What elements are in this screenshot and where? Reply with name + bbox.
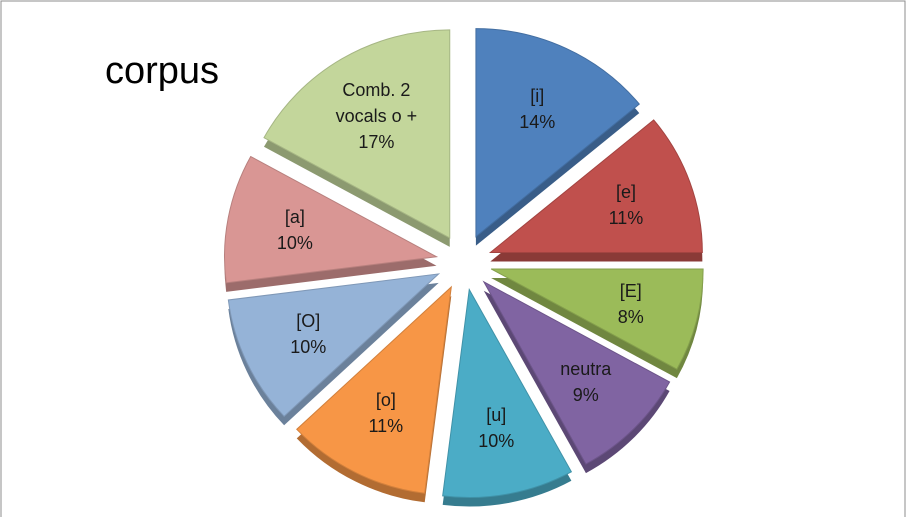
slice-label: [a] 10% <box>235 204 355 256</box>
slice-label: neutra 9% <box>526 356 646 408</box>
slice <box>296 285 452 494</box>
slice <box>490 268 704 370</box>
value-label: 17% <box>358 132 395 153</box>
value-label: 11% <box>608 207 644 228</box>
slice <box>482 280 671 465</box>
value-label: 14% <box>519 111 556 132</box>
slice-label: [o] 11% <box>326 387 446 439</box>
category-label: neutra <box>560 358 612 379</box>
value-label: 10% <box>478 431 515 452</box>
slice-label: [O] 10% <box>248 308 368 360</box>
slice-label: Comb. 2 vocals o + 17% <box>316 77 436 155</box>
slice-label: [e] 11% <box>566 179 686 231</box>
slice-label: [u] 10% <box>436 402 556 454</box>
chart-title: corpus <box>105 50 220 92</box>
slice <box>488 119 703 254</box>
category-label: [a] <box>284 207 305 228</box>
slice <box>227 273 441 418</box>
category-label: [i] <box>530 85 545 106</box>
slice <box>442 287 573 498</box>
category-label: [u] <box>486 405 507 426</box>
category-label: [e] <box>615 181 636 202</box>
category-label: [o] <box>375 389 396 410</box>
value-label: 11% <box>368 415 404 436</box>
category-label: Comb. 2 vocals o + <box>335 80 418 127</box>
slice <box>224 155 439 284</box>
category-label: [O] <box>296 311 321 332</box>
slice-label: [i] 14% <box>477 83 597 135</box>
value-label: 8% <box>617 307 644 328</box>
value-label: 10% <box>276 233 313 254</box>
category-label: [E] <box>619 281 642 302</box>
slice-label: [E] 8% <box>571 278 691 330</box>
slice <box>475 28 640 238</box>
value-label: 10% <box>290 337 327 358</box>
slice <box>263 29 451 239</box>
value-label: 9% <box>572 384 599 405</box>
